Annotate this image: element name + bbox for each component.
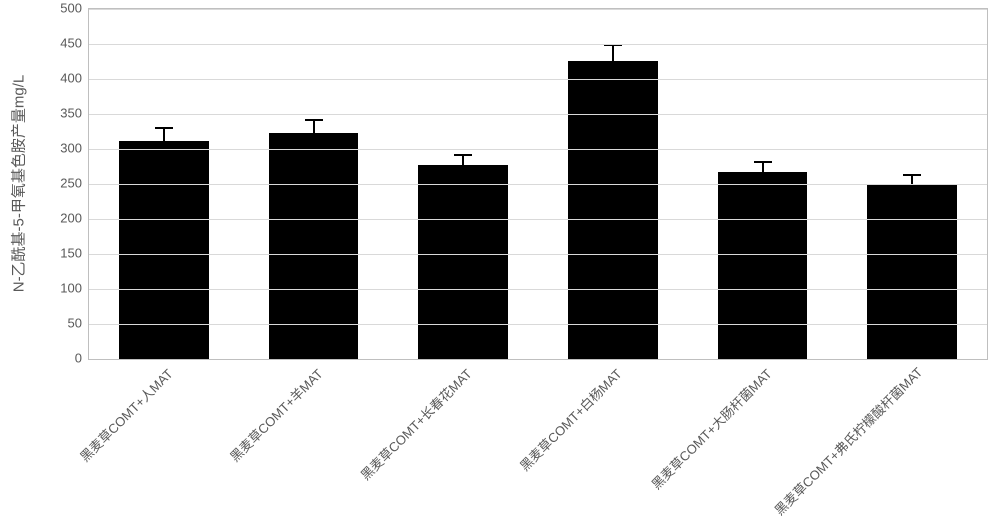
x-tick-label: 黑麦草COMT+白杨MAT bbox=[470, 364, 625, 519]
x-tick-label: 黑麦草COMT+羊MAT bbox=[171, 364, 326, 519]
y-axis-title: N-乙酰基-5-甲氧基色胺产量mg/L bbox=[8, 9, 29, 359]
y-tick-label: 0 bbox=[38, 351, 82, 366]
y-tick-label: 350 bbox=[38, 106, 82, 121]
gridline bbox=[89, 324, 987, 325]
y-tick-label: 450 bbox=[38, 36, 82, 51]
plot-area bbox=[88, 8, 988, 360]
gridline bbox=[89, 44, 987, 45]
gridline bbox=[89, 79, 987, 80]
y-tick-label: 300 bbox=[38, 141, 82, 156]
error-cap bbox=[305, 119, 323, 121]
error-cap bbox=[454, 175, 472, 177]
bar bbox=[418, 165, 508, 359]
bar bbox=[867, 184, 957, 359]
y-tick-label: 200 bbox=[38, 211, 82, 226]
y-tick-label: 50 bbox=[38, 316, 82, 331]
gridline bbox=[89, 254, 987, 255]
gridline bbox=[89, 114, 987, 115]
gridline bbox=[89, 149, 987, 150]
gridline bbox=[89, 289, 987, 290]
error-cap bbox=[903, 192, 921, 194]
x-tick-label: 黑麦草COMT+长春花MAT bbox=[321, 364, 476, 519]
x-tick-label: 黑麦草COMT+大肠杆菌MAT bbox=[620, 364, 775, 519]
error-cap bbox=[155, 152, 173, 154]
error-bar bbox=[612, 45, 614, 76]
error-bar bbox=[313, 120, 315, 145]
gridline bbox=[89, 184, 987, 185]
bar bbox=[568, 61, 658, 359]
y-tick-label: 500 bbox=[38, 1, 82, 16]
error-bar bbox=[762, 162, 764, 183]
error-bar bbox=[462, 155, 464, 176]
error-cap bbox=[305, 145, 323, 147]
bar bbox=[269, 133, 359, 359]
gridline bbox=[89, 9, 987, 10]
error-cap bbox=[155, 127, 173, 129]
x-tick-label: 黑麦草COMT+弗氏柠檬酸杆菌MAT bbox=[770, 364, 925, 519]
error-cap bbox=[903, 174, 921, 176]
bar bbox=[718, 172, 808, 359]
error-cap bbox=[604, 75, 622, 77]
gridline bbox=[89, 219, 987, 220]
y-tick-label: 250 bbox=[38, 176, 82, 191]
bar bbox=[119, 141, 209, 359]
y-tick-label: 100 bbox=[38, 281, 82, 296]
y-tick-label: 150 bbox=[38, 246, 82, 261]
error-cap bbox=[454, 154, 472, 156]
x-tick-label: 黑麦草COMT+人MAT bbox=[21, 364, 176, 519]
chart-container: N-乙酰基-5-甲氧基色胺产量mg/L 0 50 100 150 200 250 300 35… bbox=[0, 0, 1000, 523]
y-tick-label: 400 bbox=[38, 71, 82, 86]
error-cap bbox=[754, 161, 772, 163]
